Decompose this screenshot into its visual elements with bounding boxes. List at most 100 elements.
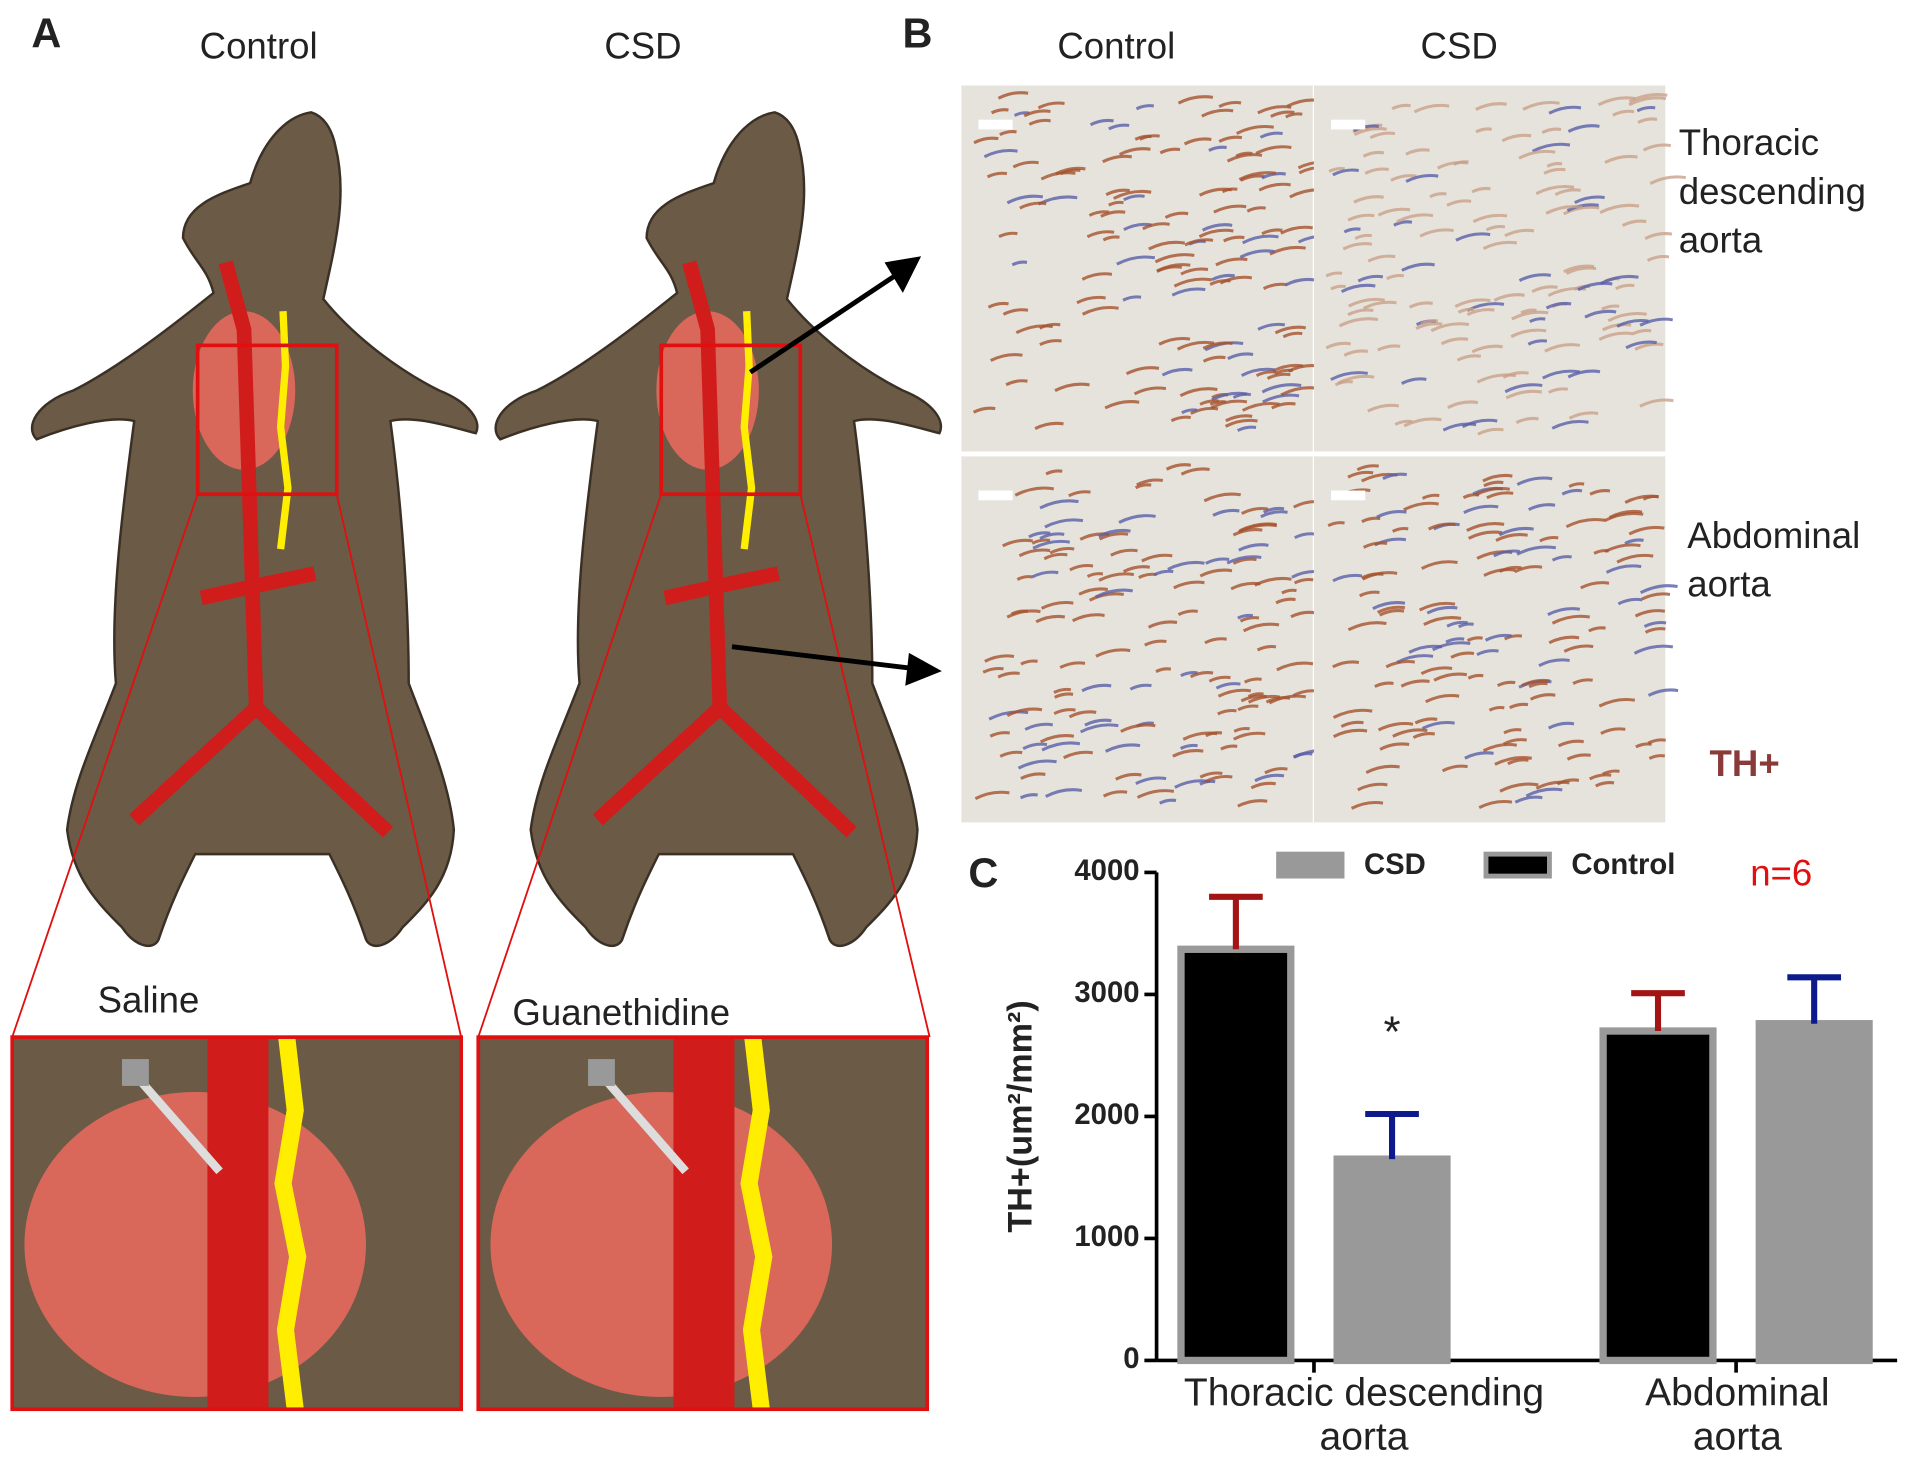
tissue-fiber [1377, 207, 1411, 217]
tissue-fiber [1504, 383, 1543, 394]
tissue-fiber [1361, 516, 1381, 524]
tissue-fiber [1086, 572, 1104, 578]
tissue-fiber [1589, 489, 1611, 496]
tissue-fiber [1493, 293, 1525, 302]
tissue-fiber [1503, 728, 1522, 735]
tissue-fiber [1637, 117, 1658, 124]
tissue-fiber [1170, 415, 1191, 423]
tissue-fiber [1062, 750, 1094, 760]
y-axis-label: TH+(um²/mm²) [1001, 1000, 1039, 1232]
tissue-fiber [1105, 188, 1130, 196]
tissue-fiber [1554, 188, 1581, 196]
tissue-fiber [1211, 273, 1235, 282]
tissue-fiber [1374, 681, 1394, 688]
tissue-fiber [1102, 235, 1120, 242]
group-title: Control [200, 26, 318, 67]
tissue-fiber [1347, 470, 1374, 479]
tissue-fiber [1633, 644, 1674, 655]
significance-mark: * [1384, 1007, 1401, 1056]
bar [1177, 945, 1295, 1365]
tissue-fiber [1547, 607, 1581, 616]
tissue-fiber [1134, 483, 1152, 490]
tissue-fiber [1059, 661, 1086, 669]
tissue-fiber [1005, 379, 1028, 387]
tissue-fiber [1499, 565, 1522, 573]
tissue-fiber [1340, 283, 1376, 293]
tissue-fiber [1332, 573, 1363, 583]
tissue-fiber [1639, 317, 1673, 327]
tissue-fiber [1045, 469, 1063, 476]
tissue-fiber [1504, 228, 1535, 238]
tissue-fiber [1176, 340, 1215, 351]
tissue-fiber [1172, 749, 1204, 758]
tissue-fiber [1218, 100, 1242, 108]
tissue-fiber [1037, 101, 1065, 110]
tissue-fiber [1546, 162, 1563, 168]
tissue-fiber [987, 301, 1009, 309]
tissue-fiber [1362, 541, 1388, 549]
tissue-fiber [1282, 331, 1303, 339]
tissue-fiber [1401, 262, 1435, 272]
tissue-fiber [1567, 369, 1601, 379]
tissue-fiber [1513, 565, 1543, 574]
tissue-fiber [1205, 557, 1230, 565]
tissue-fiber [1053, 687, 1072, 694]
tissue-fiber [1600, 727, 1626, 735]
tissue-fiber [1413, 103, 1450, 114]
row-label: Abdominal aorta [1687, 516, 1860, 605]
tissue-fiber [1493, 549, 1521, 558]
tissue-fiber [1078, 587, 1109, 596]
tissue-fiber [1177, 95, 1214, 105]
tissue-fiber [1102, 154, 1133, 164]
tissue-fiber [999, 750, 1023, 758]
tissue-fiber [1342, 242, 1373, 251]
tissue-fiber [990, 108, 1009, 115]
tissue-fiber [1367, 254, 1396, 263]
tissue-fiber [1281, 588, 1297, 595]
tissue-fiber [1118, 147, 1151, 156]
tissue-fiber [1159, 147, 1181, 155]
legend-label: Control [1571, 848, 1675, 881]
tissue-fiber [1636, 106, 1656, 113]
tissue-fiber [1340, 720, 1364, 728]
tissue-fiber [1400, 679, 1430, 688]
tissue-fiber [1350, 800, 1384, 810]
tissue-fiber [1258, 182, 1291, 192]
tissue-fiber [999, 130, 1017, 137]
tissue-fiber [1522, 100, 1560, 111]
tissue-fiber [1161, 367, 1193, 377]
tissue-fiber [1588, 626, 1606, 633]
scale-bar [978, 490, 1013, 501]
tissue-fiber [1180, 267, 1209, 276]
tissue-fiber [1347, 621, 1387, 632]
tissue-fiber [1271, 402, 1296, 410]
tissue-fiber [1118, 514, 1156, 524]
tissue-fiber [1362, 150, 1385, 158]
y-tick-label: 0 [1123, 1342, 1139, 1375]
zoom-line [11, 493, 931, 1038]
tissue-fiber [1232, 557, 1257, 565]
tissue-fiber [1347, 213, 1375, 222]
tissue-fiber [1441, 764, 1468, 773]
tissue-fiber [1356, 464, 1379, 472]
tissue-fiber [1565, 266, 1597, 275]
tissue-fiber [1012, 160, 1039, 169]
column-title: Control [1057, 26, 1175, 67]
tissue-fiber [1020, 772, 1046, 780]
tissue-fiber [1467, 673, 1484, 680]
tissue-fiber [1412, 732, 1436, 739]
tissue-fiber [1019, 793, 1038, 800]
tissue-fiber [1144, 639, 1167, 647]
tissue-fiber [1595, 781, 1615, 788]
tissue-fiber [1043, 552, 1068, 561]
tissue-fiber [1458, 622, 1474, 629]
tissue-fiber [1364, 167, 1389, 175]
tissue-fiber [1110, 548, 1138, 557]
tissue-fiber [1604, 543, 1641, 553]
tissue-fiber [1133, 386, 1167, 396]
tissue-fiber [1233, 726, 1250, 733]
tissue-fiber [1136, 478, 1164, 487]
tissue-fiber [1104, 400, 1140, 410]
error-bar [1365, 1110, 1419, 1160]
tissue-fiber [1199, 399, 1220, 406]
